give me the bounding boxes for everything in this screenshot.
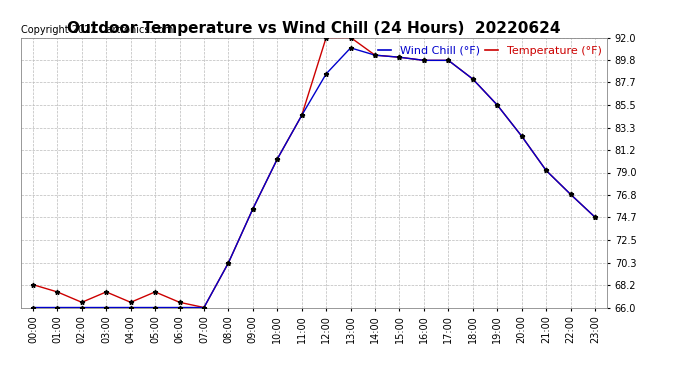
Text: Copyright 2022 Cartronics.com: Copyright 2022 Cartronics.com <box>21 25 173 35</box>
Title: Outdoor Temperature vs Wind Chill (24 Hours)  20220624: Outdoor Temperature vs Wind Chill (24 Ho… <box>67 21 561 36</box>
Legend: Wind Chill (°F), Temperature (°F): Wind Chill (°F), Temperature (°F) <box>373 41 606 60</box>
